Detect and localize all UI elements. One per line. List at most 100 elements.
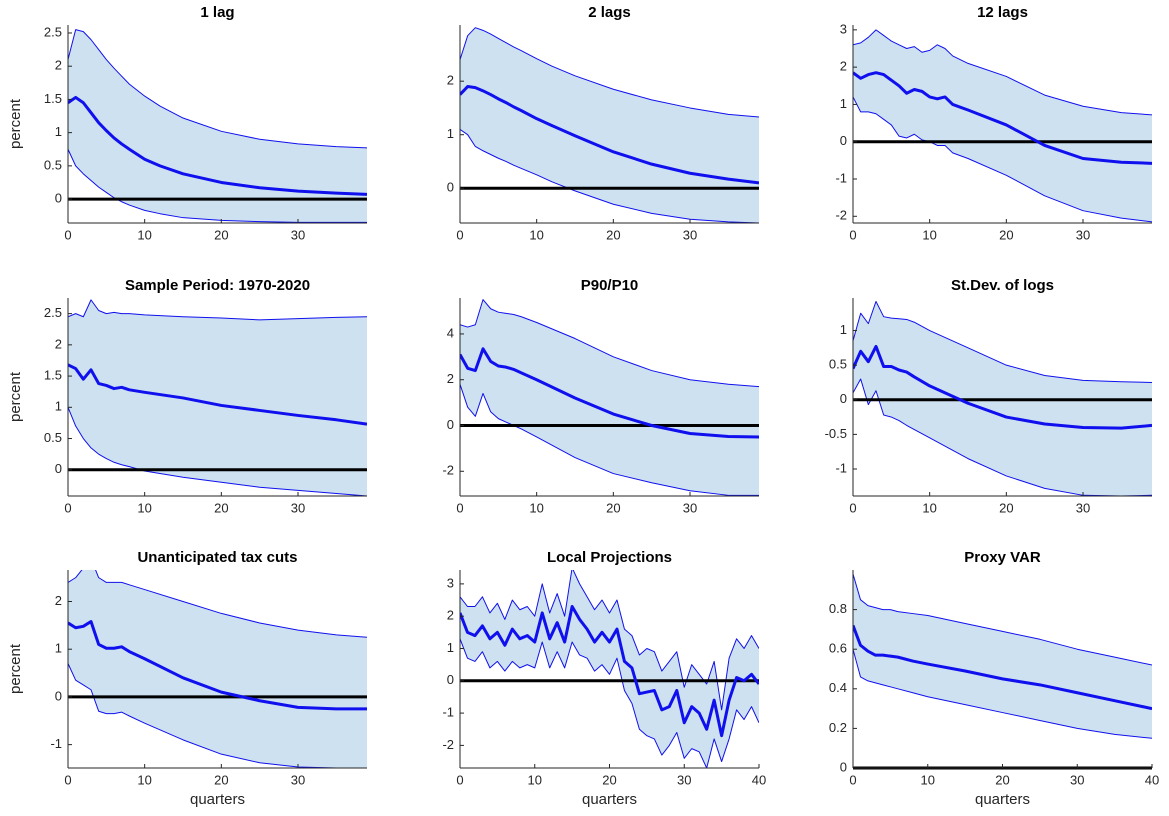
y-tick-label: 0 [840,759,847,774]
x-tick-label: 0 [849,500,856,515]
x-tick-label: 20 [602,772,616,787]
band-upper [68,299,367,321]
y-tick-label: 1.5 [44,368,62,383]
band-lower [853,649,1152,739]
x-tick-label: 10 [528,772,542,787]
y-tick-label: 0.6 [829,641,847,656]
y-axis-label: percent [7,98,24,149]
band-lower [460,384,759,496]
y-tick-label: 2 [840,59,847,74]
y-tick-label: 0.5 [829,357,847,372]
band-lower [68,663,367,768]
chart-title: Proxy VAR [964,549,1041,566]
x-tick-label: 20 [214,772,228,787]
x-tick-label: 0 [456,772,463,787]
y-tick-label: -2 [835,208,847,223]
band-upper [853,573,1152,666]
y-tick-label: 2 [447,371,454,386]
chart-title: Local Projections [547,549,672,566]
x-tick-label: 30 [677,772,691,787]
x-tick-label: 10 [137,227,151,242]
confidence-band [68,29,367,223]
y-tick-label: -1 [835,460,847,475]
band-upper [853,300,1152,383]
x-tick-label: 0 [849,772,856,787]
y-tick-label: 2 [447,608,454,623]
band-upper [460,27,759,118]
x-tick-label: 30 [1076,500,1090,515]
x-tick-label: 20 [214,500,228,515]
y-tick-label: 0.8 [829,601,847,616]
response-line [460,347,759,439]
band-upper [68,570,367,638]
x-tick-label: 40 [752,772,766,787]
chart-title: 1 lag [200,4,234,21]
chart-title: St.Dev. of logs [951,277,1054,294]
y-tick-label: -2 [442,463,454,478]
x-tick-label: 0 [456,500,463,515]
confidence-band [68,299,367,496]
x-tick-label: 30 [1070,772,1084,787]
x-tick-label: 0 [456,227,463,242]
y-tick-label: 0 [55,191,62,206]
x-tick-label: 0 [64,227,71,242]
y-tick-label: 3 [840,21,847,36]
y-tick-label: 1 [447,126,454,141]
y-tick-label: 1 [55,124,62,139]
x-tick-label: 20 [999,500,1013,515]
confidence-band [68,570,367,768]
panel: 0 0.2 0.4 0.6 0.8 0 10 20 30 40 Proxy VAR quarters [829,549,1159,808]
x-tick-label: 10 [921,772,935,787]
confidence-band [853,573,1152,739]
y-tick-label: 0 [55,688,62,703]
band-lower [460,128,759,223]
band-upper [853,29,1152,116]
y-tick-label: 0.5 [44,157,62,172]
chart-title: Unanticipated tax cuts [137,549,297,566]
x-tick-label: 10 [922,227,936,242]
y-tick-label: 1 [55,641,62,656]
x-tick-label: 10 [529,227,543,242]
x-tick-label: 30 [683,227,697,242]
y-tick-label: 0 [447,417,454,432]
response-line [460,85,759,185]
chart-title: P90/P10 [581,277,639,294]
y-tick-label: -1 [835,170,847,185]
confidence-band [460,27,759,223]
band-lower [68,149,367,223]
band-upper [460,299,759,388]
panel: -2 0 2 4 0 10 20 30 P90/P10 [442,277,759,515]
panel: 0 0.5 1 1.5 2 2.5 0 10 20 30 1 lag percent [7,4,367,242]
x-tick-label: 20 [214,227,228,242]
y-tick-label: 1.5 [44,91,62,106]
x-axis-label: quarters [975,791,1030,808]
band-lower [68,407,367,496]
x-axis-label: quarters [190,791,245,808]
x-tick-label: 0 [64,500,71,515]
x-tick-label: 0 [849,227,856,242]
chart-title: Sample Period: 1970-2020 [125,277,310,294]
response-line [853,624,1152,711]
y-tick-label: 1 [55,399,62,414]
y-tick-label: 2 [55,593,62,608]
x-tick-label: 10 [922,500,936,515]
x-axis-label: quarters [582,791,637,808]
y-tick-label: 0 [840,133,847,148]
x-tick-label: 20 [999,227,1013,242]
confidence-band [460,570,759,768]
x-tick-label: 20 [606,227,620,242]
y-tick-label: 2 [55,336,62,351]
confidence-band [853,29,1152,222]
response-line [460,604,759,738]
y-tick-label: -2 [442,737,454,752]
chart-title: 12 lags [977,4,1028,21]
y-tick-label: 0.5 [44,430,62,445]
response-line [68,363,367,426]
band-upper [460,570,759,711]
y-tick-label: 1 [840,322,847,337]
